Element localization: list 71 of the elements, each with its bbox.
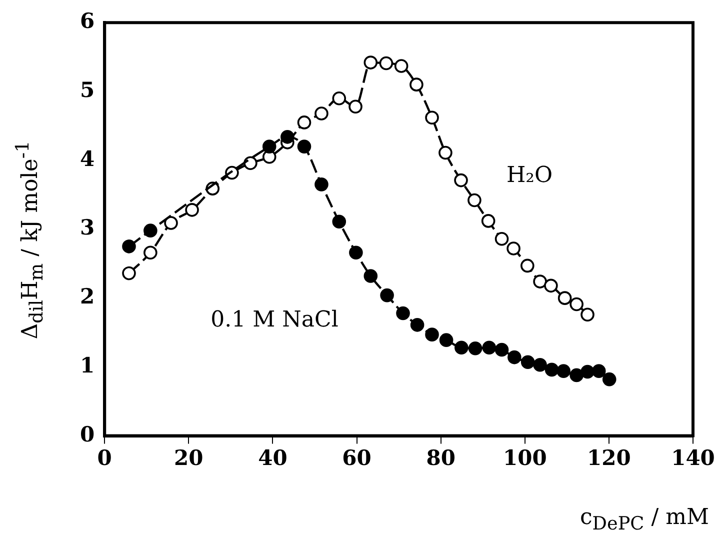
point xyxy=(454,340,468,355)
point xyxy=(122,240,136,254)
point xyxy=(332,91,346,106)
point xyxy=(520,258,534,273)
point xyxy=(520,355,535,370)
point xyxy=(164,216,178,230)
point xyxy=(592,364,606,378)
point xyxy=(379,56,394,70)
point xyxy=(468,193,482,208)
point xyxy=(507,350,522,364)
point xyxy=(394,59,408,73)
point xyxy=(544,278,558,293)
point xyxy=(396,306,410,320)
x-tick-label: 120 xyxy=(587,444,631,470)
y-tick-label: 1 xyxy=(80,352,95,378)
point xyxy=(297,140,312,154)
point xyxy=(580,364,594,379)
x-tick-label: 20 xyxy=(174,444,204,470)
point xyxy=(348,100,362,114)
point xyxy=(494,342,509,357)
x-tick-label: 100 xyxy=(502,444,547,470)
point xyxy=(425,328,439,342)
x-tick-label: 40 xyxy=(258,444,288,470)
point xyxy=(558,291,572,305)
x-tick-label: 140 xyxy=(671,444,715,470)
point xyxy=(438,146,452,160)
point xyxy=(144,224,158,238)
y-tick-label: 2 xyxy=(80,284,95,309)
point xyxy=(349,246,363,260)
point xyxy=(297,116,312,130)
point xyxy=(425,110,439,125)
y-tick-label: 4 xyxy=(80,146,95,171)
series-label: 0.1 M NaCl xyxy=(210,308,338,333)
point xyxy=(481,214,496,228)
y-tick-label: 5 xyxy=(80,76,95,102)
point xyxy=(482,340,496,355)
point xyxy=(494,232,509,246)
point xyxy=(262,140,276,154)
point xyxy=(570,297,584,312)
point xyxy=(410,318,424,332)
y-tick-label: 0 xyxy=(80,421,95,446)
x-tick-label: 60 xyxy=(342,444,372,470)
point xyxy=(314,106,328,120)
point xyxy=(533,358,547,372)
point xyxy=(556,364,570,378)
point xyxy=(380,288,394,302)
point xyxy=(314,178,328,192)
series-label: H₂O xyxy=(506,162,553,188)
point xyxy=(544,362,559,377)
point xyxy=(580,308,594,322)
point xyxy=(122,266,136,280)
point xyxy=(454,173,468,188)
point xyxy=(280,130,294,144)
point xyxy=(332,214,346,229)
point xyxy=(144,246,158,260)
x-tick-label: 80 xyxy=(426,444,456,470)
point xyxy=(244,156,258,170)
y-tick-label: 6 xyxy=(80,8,95,34)
point xyxy=(185,203,199,217)
y-tick-label: 3 xyxy=(80,214,95,240)
point xyxy=(570,368,584,382)
point xyxy=(602,372,616,386)
point xyxy=(506,242,520,256)
point xyxy=(439,333,454,347)
point xyxy=(364,56,378,70)
x-axis-title: c$_{DePC}$ / mM xyxy=(580,505,709,534)
point xyxy=(364,269,378,283)
point xyxy=(410,78,424,92)
x-tick-label: 0 xyxy=(97,444,112,470)
point xyxy=(468,341,482,356)
point xyxy=(533,274,547,288)
